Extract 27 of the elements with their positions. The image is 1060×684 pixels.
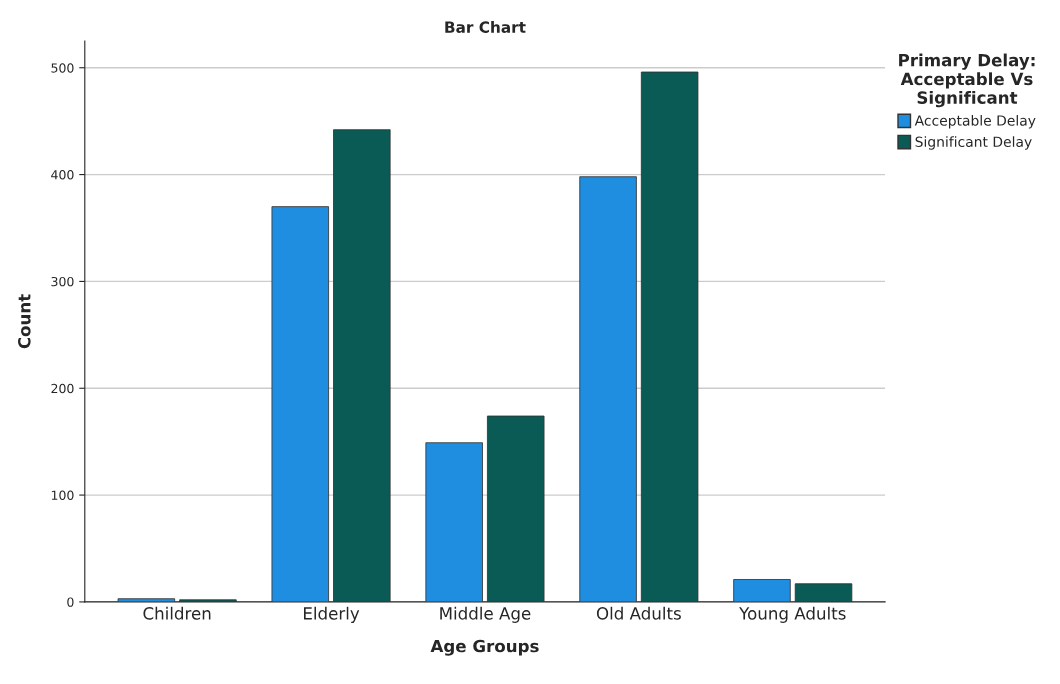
bar [579,176,637,602]
y-axis-title: Count [18,294,31,349]
bar [486,415,545,602]
y-tick-label: 200 [51,383,74,394]
bar [333,129,391,602]
chart-title: Bar Chart [445,21,526,33]
y-tick-label: 300 [51,276,74,287]
x-tick-label: Children [143,606,211,620]
legend-title: Primary Delay: Acceptable Vs Significant [899,53,1035,108]
legend-label: Significant Delay [915,136,1032,150]
y-tick-label: 0 [67,597,74,607]
legend-label: Acceptable Delay [914,115,1036,129]
bar [425,442,483,602]
y-tick-label: 500 [51,63,74,73]
bar [117,598,176,602]
x-tick-label: Old Adults [596,606,681,620]
bar [179,599,237,602]
bar [794,583,853,602]
x-tick-label: Elderly [304,606,360,623]
y-tick-label: 100 [51,490,74,501]
bar [733,579,791,602]
x-tick-label: Young Adults [739,606,846,623]
bar [271,206,329,602]
bar [640,71,699,602]
y-tick-label: 400 [51,170,74,180]
x-tick-label: Middle Age [440,606,531,623]
x-axis-title: Age Groups [430,639,539,656]
